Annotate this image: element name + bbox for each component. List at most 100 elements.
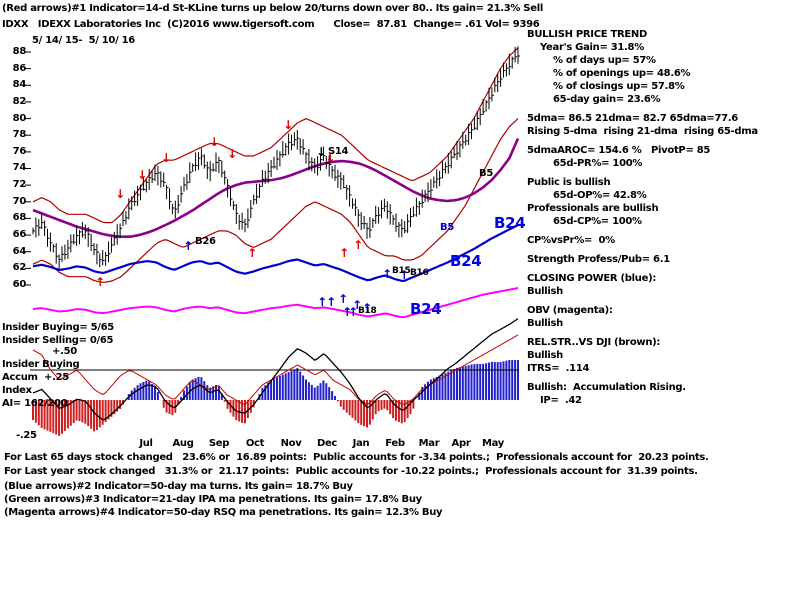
accum-bar-positive [508,360,511,400]
signal-label: B26 [195,236,216,247]
accum-bar-negative [63,400,66,431]
insider-accum-label: Insider Buying [2,359,80,370]
bands [32,47,519,224]
accum-bar-negative [37,400,40,426]
accum-bar-positive [273,378,275,400]
thin-red-indicator-line [32,334,519,406]
accum-bar-negative [348,400,351,416]
accum-bar-negative [412,400,415,409]
accum-bar-negative [55,400,58,435]
right-panel-line: Bullish: Accumulation Rising. [527,382,686,393]
right-panel-line: Bullish [527,350,563,361]
signal-label: B24 [494,214,525,232]
accum-bar-positive [447,371,450,400]
price-axis-label: 74 [12,162,27,174]
month-label: Nov [280,438,302,449]
accum-bar-positive [220,393,223,400]
price-axis-label: 70 [12,195,27,207]
sell-arrow-icon: ↓ [325,151,335,165]
accum-bar-negative [177,400,180,405]
accum-bar-positive [310,384,313,400]
accum-bar-positive [276,377,278,400]
signal-label: B15 [392,266,411,276]
obv-line [32,287,519,319]
accum-bar-positive [470,364,473,400]
accum-bar-positive [296,368,299,400]
accum-bar-positive [194,378,197,400]
accum-bar-positive [511,360,514,400]
accum-bar-positive [421,386,424,400]
accum-bar-positive [476,364,479,400]
sell-arrow-icon: ↓ [283,118,293,132]
rel-str [32,318,519,421]
accum-bar-positive [322,380,325,400]
buy-arrow-icon: ↑ [183,239,193,253]
signal-label: B24 [410,300,441,318]
accum-bar-negative [61,400,63,434]
footer-indicator2: (Blue arrows)#2 Indicator=50-day ma turn… [4,481,353,492]
lower-band-line [32,118,519,283]
right-panel-line: 65d-OP%= 42.8% [553,190,647,201]
accum-bar-positive [148,381,151,400]
accum-bar-positive [499,362,502,400]
accum-bar-negative [87,400,90,427]
accum-bar-negative [366,400,368,428]
accum-bar-negative [46,400,49,431]
month-label: Jan [352,438,370,449]
price-axis-label: 60 [12,278,27,290]
accum-bar-positive [154,386,156,400]
right-panel-line: 65d-PR%= 100% [553,158,643,169]
accum-bar-negative [409,400,412,415]
month-label: Apr [451,438,471,449]
footer-indicator3: (Green arrows)#3 Indicator=21-day IPA ma… [4,494,422,505]
accum-bar-negative [246,400,249,419]
accum-bar-negative [357,400,360,424]
accum-bar-positive [183,390,185,400]
accum-bar-positive [328,387,331,400]
insider-accum-label: -.25 [16,430,37,441]
candlesticks [32,46,520,270]
insider-accum-label: Index [2,385,32,396]
accum-bar-positive [142,381,145,400]
accum-bar-positive [479,364,482,400]
accum-bar-positive [284,373,287,400]
footer-stats-year: For Last year stock changed 31.3% or 21.… [4,466,698,477]
accum-bar-positive [464,365,467,400]
price-axis-label: 80 [12,112,27,124]
month-label: Sep [208,438,230,449]
accum-bar-positive [456,367,458,400]
accum-bar-negative [360,400,363,425]
accum-bar-positive [485,363,488,400]
price-axis-label: 64 [12,245,27,257]
accum-bar-positive [432,378,435,400]
accum-bar-positive [444,372,447,400]
price-axis-label: 76 [12,145,27,157]
accum-bar-negative [34,400,37,423]
sell-arrow-icon: ↓ [137,168,147,182]
accum-bar-negative [32,400,34,420]
accum-bar-negative [226,400,229,409]
accum-bar-negative [336,400,339,402]
accum-bar-negative [107,400,110,420]
accum-bar-positive [209,387,212,400]
accum-bar-negative [392,400,395,419]
accum-bar-negative [165,400,168,413]
right-panel-line: % of days up= 57% [553,55,656,66]
buy-arrow-icon: ↑ [317,295,327,309]
signal-label: B5 [479,168,493,179]
month-label: May [481,438,505,449]
accum-bar-positive [270,380,273,400]
insider-accum-label: Accum +.25 [2,372,69,383]
accum-bar-positive [215,385,217,400]
price-axis-label: 78 [12,129,27,141]
accum-bar-negative [354,400,357,421]
accum-bar-negative [93,400,95,432]
closing-power [32,224,519,283]
accum-bar-positive [180,396,183,400]
accum-bar-positive [299,371,302,400]
accum-bar-negative [397,400,400,422]
accum-bar-positive [264,385,267,400]
indicator1-legend: (Red arrows)#1 Indicator=14-d St-KLine t… [2,3,543,14]
accum-bar-positive [461,366,464,400]
